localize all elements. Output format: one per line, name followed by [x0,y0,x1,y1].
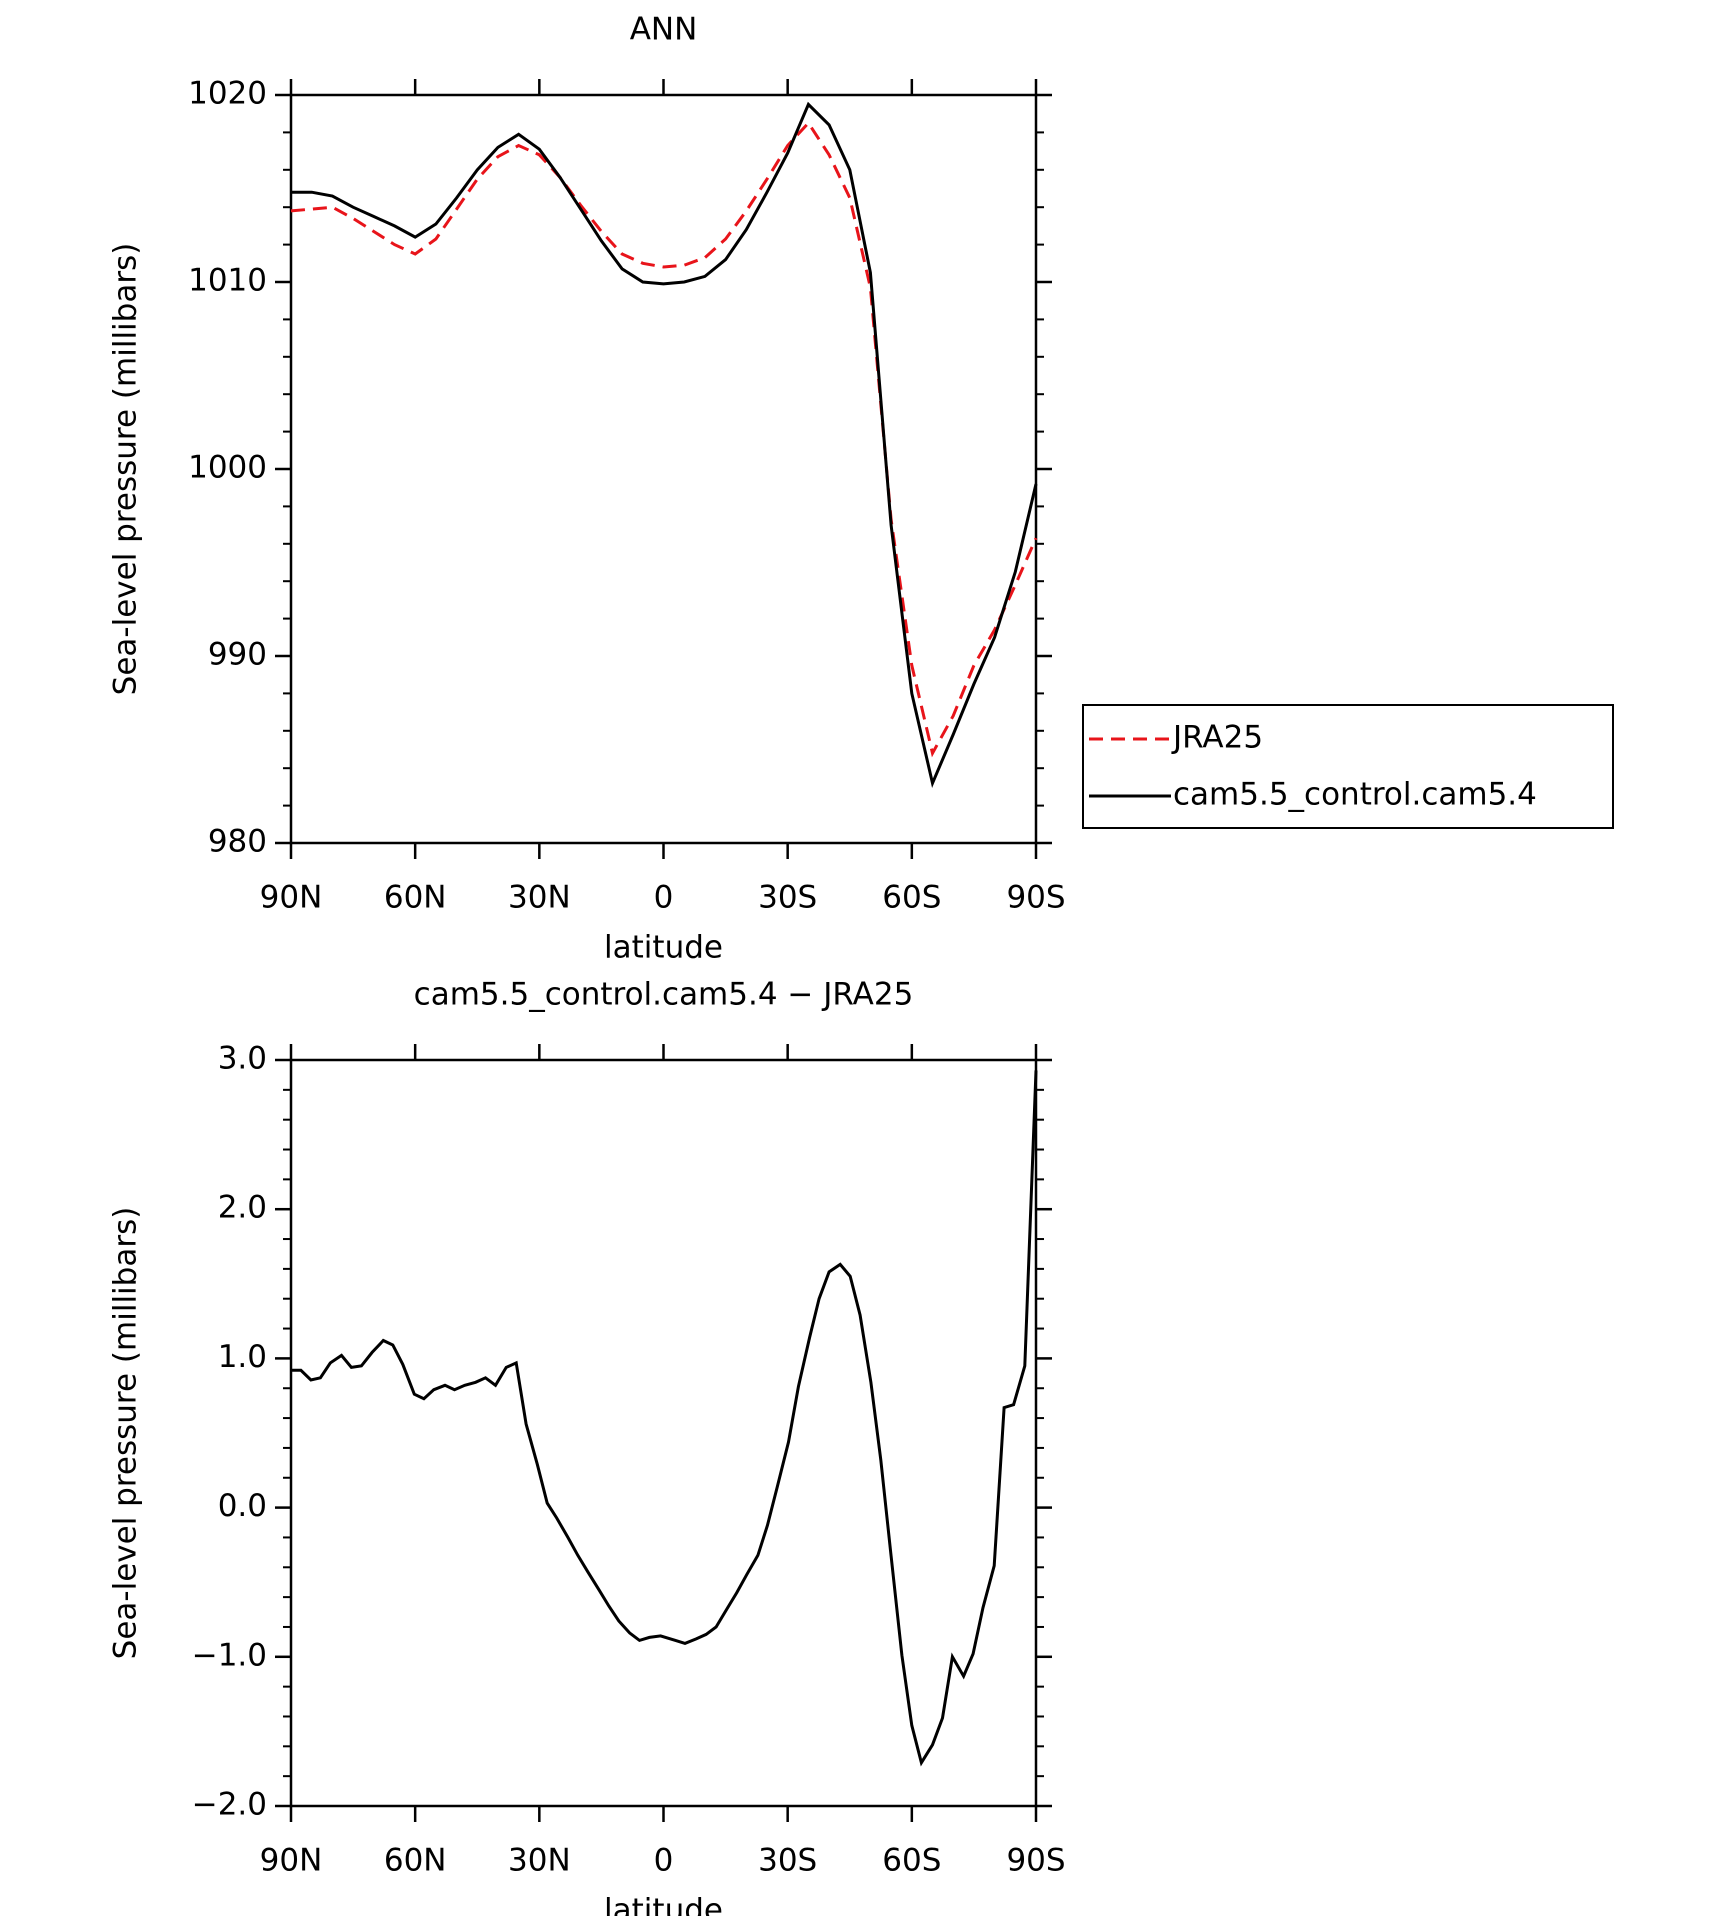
y-tick-label: 990 [208,637,267,673]
x-tick-label: 30N [508,880,571,916]
series-line [291,1070,1038,1767]
legend-box [1082,704,1614,829]
y-tick-label: 0.0 [218,1488,267,1524]
chart-title: ANN [630,12,698,48]
chart-title: cam5.5_control.cam5.4 − JRA25 [414,977,914,1013]
y-tick-label: 3.0 [218,1041,267,1077]
x-tick-label: 60S [882,880,941,916]
y-tick-label: −1.0 [192,1637,267,1673]
y-tick-label: 1000 [188,450,267,486]
y-tick-label: 2.0 [218,1190,267,1226]
y-axis-label: Sea-level pressure (millibars) [108,1207,144,1660]
legend-label: cam5.5_control.cam5.4 [1173,777,1537,813]
x-tick-label: 90S [1006,880,1065,916]
x-tick-label: 0 [654,1843,674,1879]
x-tick-label: 60S [882,1843,941,1879]
y-tick-label: 1.0 [218,1339,267,1375]
legend-label: JRA25 [1171,720,1263,756]
x-tick-label: 30N [508,1843,571,1879]
x-tick-label: 0 [654,880,674,916]
x-tick-label: 60N [384,880,447,916]
plot-frame [289,93,1038,845]
y-tick-label: −2.0 [192,1787,267,1823]
y-tick-label: 1020 [188,76,267,112]
y-tick-label: 980 [208,824,267,860]
series-line [290,120,1038,758]
x-axis-label: latitude [604,930,723,966]
y-axis-label: Sea-level pressure (millibars) [108,243,144,696]
x-tick-label: 30S [758,1843,817,1879]
x-tick-label: 90N [260,880,323,916]
x-axis-label: latitude [604,1893,723,1916]
x-tick-label: 90S [1006,1843,1065,1879]
x-tick-label: 30S [758,880,817,916]
y-tick-label: 1010 [188,263,267,299]
x-tick-label: 90N [260,1843,323,1879]
series-line [291,101,1038,789]
plot-frame [289,1058,1038,1808]
x-tick-label: 60N [384,1843,447,1879]
